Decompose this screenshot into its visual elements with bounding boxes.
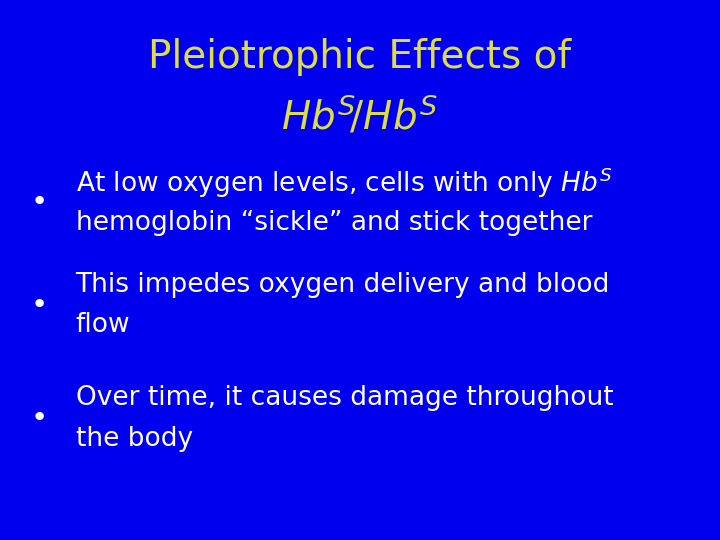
Text: flow: flow <box>76 312 130 339</box>
Text: •: • <box>31 188 48 217</box>
Text: the body: the body <box>76 426 193 452</box>
Text: Over time, it causes damage throughout: Over time, it causes damage throughout <box>76 385 613 411</box>
Text: At low oxygen levels, cells with only $\mathit{Hb}^{\mathit{S}}$: At low oxygen levels, cells with only $\… <box>76 165 612 199</box>
Text: hemoglobin “sickle” and stick together: hemoglobin “sickle” and stick together <box>76 210 592 236</box>
Text: Pleiotrophic Effects of: Pleiotrophic Effects of <box>148 38 572 76</box>
Text: •: • <box>31 291 48 319</box>
Text: This impedes oxygen delivery and blood: This impedes oxygen delivery and blood <box>76 272 610 298</box>
Text: •: • <box>31 404 48 433</box>
Text: $\mathit{Hb}^{\mathit{S}}\!/\mathit{Hb}^{\mathit{S}}$: $\mathit{Hb}^{\mathit{S}}\!/\mathit{Hb}^… <box>282 94 438 138</box>
